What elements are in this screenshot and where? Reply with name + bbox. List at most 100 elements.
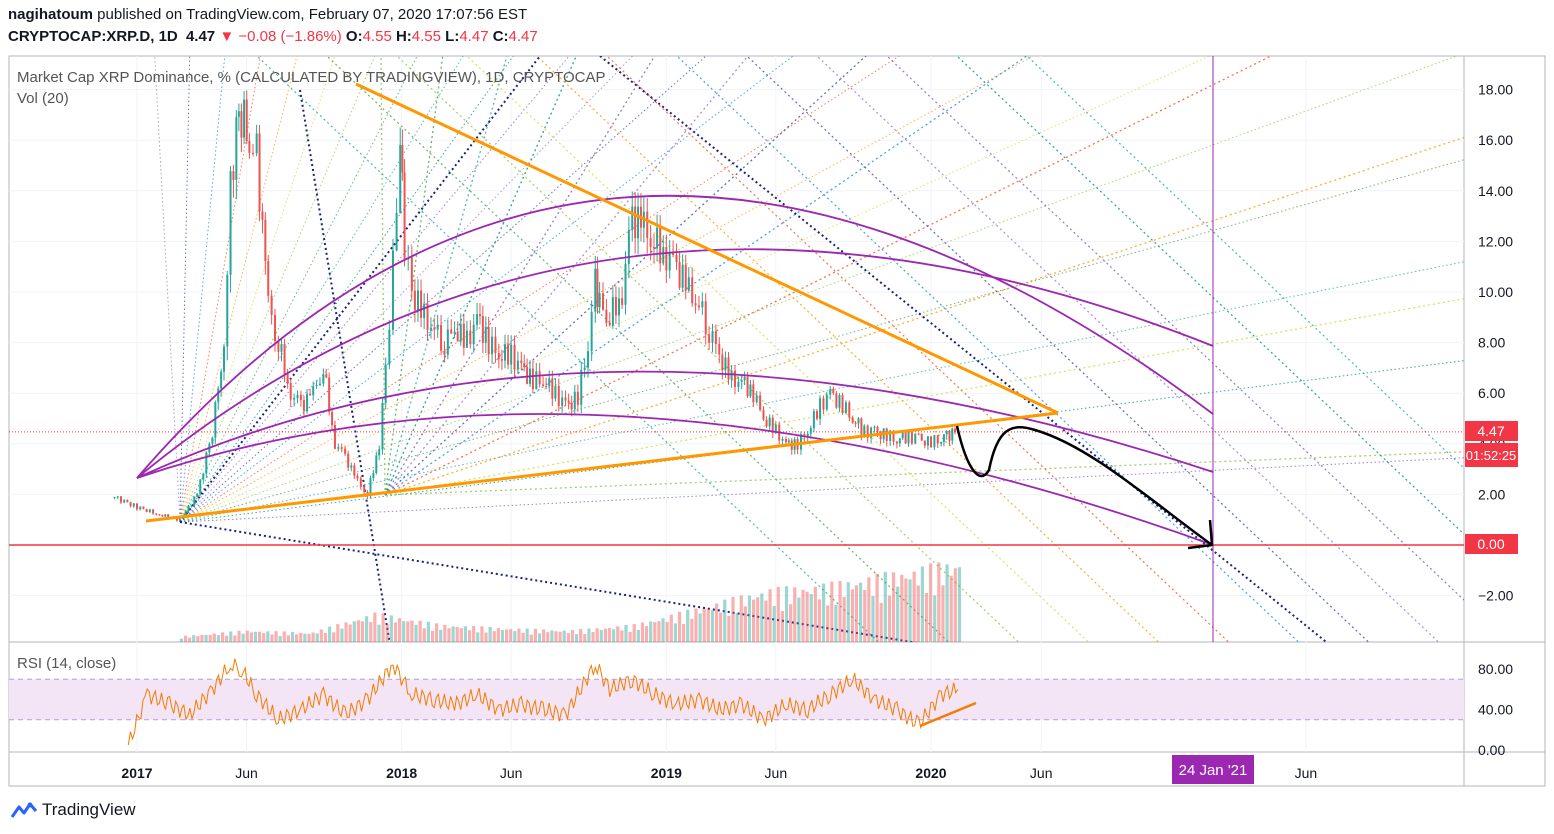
candle-body xyxy=(255,133,258,154)
volume-bar xyxy=(484,632,488,642)
low-label: L: xyxy=(445,28,460,45)
candle-body xyxy=(942,434,945,442)
candle-body xyxy=(136,503,138,510)
volume-bar xyxy=(887,595,892,642)
volume-bar xyxy=(562,630,566,642)
trend-drawings xyxy=(145,82,1214,550)
candle-body xyxy=(187,505,190,512)
candle-body xyxy=(296,394,299,399)
volume-bar xyxy=(517,628,521,642)
candle-body xyxy=(614,297,617,316)
candle-body xyxy=(293,398,296,400)
fan-line xyxy=(956,56,1464,535)
candle-body xyxy=(487,326,490,355)
candle-body xyxy=(322,374,325,384)
volume-bar xyxy=(739,595,743,642)
volume-bar xyxy=(875,573,879,642)
volume-bar xyxy=(414,624,418,642)
candle-body xyxy=(395,212,398,251)
candle-body xyxy=(815,411,818,419)
candle-body xyxy=(684,264,687,291)
volume-bar xyxy=(439,629,443,642)
candle-body xyxy=(848,402,851,418)
candle-body xyxy=(806,433,809,437)
candle-body xyxy=(243,99,246,138)
countdown-badge: 01:52:25 xyxy=(1465,443,1518,467)
volume-bar xyxy=(393,622,398,642)
volume-bar xyxy=(467,630,472,642)
fan-line xyxy=(1026,56,1464,469)
candle-body xyxy=(576,391,579,405)
candle-body xyxy=(587,351,590,368)
candle-body xyxy=(220,371,223,389)
volume-bar xyxy=(620,630,624,642)
candle-body xyxy=(152,509,155,514)
volume-bar xyxy=(204,634,208,642)
candle-body xyxy=(494,336,497,354)
candle-body xyxy=(403,172,406,260)
candle-body xyxy=(590,311,593,352)
candle-body xyxy=(193,496,196,506)
volume-bar xyxy=(953,568,957,642)
volume-bar xyxy=(451,626,455,642)
volume-bar xyxy=(669,614,673,642)
volume-bar xyxy=(916,585,920,642)
candle-body xyxy=(145,509,148,512)
low-value: 4.47 xyxy=(459,28,489,45)
candle-body xyxy=(637,206,640,239)
price-candles xyxy=(113,90,957,522)
purple-arc xyxy=(136,194,1214,479)
volume-bar xyxy=(245,630,249,642)
author-name[interactable]: nagihatoum xyxy=(8,6,93,23)
candle-body xyxy=(545,385,548,387)
candle-body xyxy=(889,430,892,441)
volume-bar xyxy=(941,585,945,642)
candle-body xyxy=(910,431,913,444)
volume-bar xyxy=(332,632,336,642)
candle-body xyxy=(662,247,665,264)
candle-body xyxy=(746,376,749,397)
gann-fan-lines xyxy=(9,56,1464,642)
volume-bar xyxy=(278,635,282,642)
volume-bar xyxy=(373,612,377,642)
purple-arcs xyxy=(136,194,1214,546)
candle-body xyxy=(328,377,331,412)
fan-line xyxy=(299,89,391,642)
rsi-tick-label: 40.00 xyxy=(1478,702,1513,718)
volume-bar xyxy=(311,632,315,642)
volume-bar xyxy=(319,629,323,642)
volume-bar xyxy=(719,612,723,642)
candle-body xyxy=(401,145,404,173)
candle-body xyxy=(526,367,529,384)
volume-bar xyxy=(500,630,505,642)
volume-bar xyxy=(583,634,587,642)
volume-bar xyxy=(628,631,632,642)
candle-body xyxy=(378,449,381,456)
volume-bar xyxy=(550,630,554,642)
volume-bar xyxy=(525,628,529,642)
footer-brand[interactable]: TradingView xyxy=(10,800,136,820)
volume-bar xyxy=(574,634,579,642)
candle-body xyxy=(497,353,500,360)
volume-bar xyxy=(933,595,937,642)
volume-bar xyxy=(389,615,393,642)
candle-body xyxy=(516,360,519,370)
publish-text: published on TradingView.com, February 0… xyxy=(97,6,528,23)
candle-body xyxy=(711,331,714,343)
volume-bar xyxy=(365,616,369,642)
candle-body xyxy=(627,230,630,264)
volume-bar xyxy=(430,631,435,642)
candle-body xyxy=(113,496,116,498)
candle-body xyxy=(561,397,564,407)
candle-body xyxy=(646,211,649,239)
candle-body xyxy=(270,295,273,315)
candle-body xyxy=(570,402,573,410)
candle-body xyxy=(672,251,675,256)
candle-body xyxy=(659,227,662,264)
candle-body xyxy=(687,277,690,291)
volume-bar xyxy=(624,624,628,642)
zero-price-badge: 0.00 xyxy=(1465,534,1518,554)
volume-bar xyxy=(809,594,813,642)
volume-bar xyxy=(496,628,500,642)
